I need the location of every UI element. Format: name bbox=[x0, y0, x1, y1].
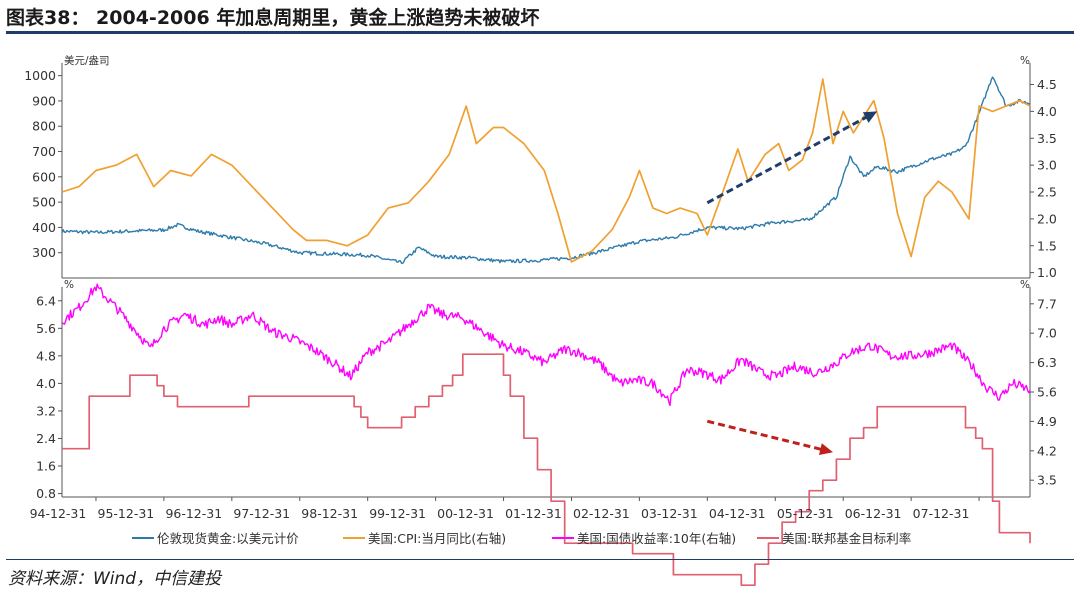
right-tick-label: 4.9 bbox=[1037, 414, 1057, 429]
x-tick-label: 03-12-31 bbox=[641, 506, 698, 521]
x-tick-label: 07-12-31 bbox=[913, 506, 970, 521]
x-tick-label: 97-12-31 bbox=[233, 506, 290, 521]
left-tick-label: 5.6 bbox=[36, 321, 56, 336]
right-tick-label: 3.5 bbox=[1037, 473, 1057, 488]
right-tick-label: 3.0 bbox=[1037, 158, 1057, 173]
legend-label: 美国:联邦基金目标利率 bbox=[782, 531, 911, 546]
trend-arrow-line bbox=[706, 419, 824, 452]
left-tick-label: 4.8 bbox=[36, 348, 56, 363]
trend-arrow-line bbox=[706, 114, 870, 205]
left-tick-label: 2.4 bbox=[36, 431, 56, 446]
trend-arrow-head bbox=[862, 111, 878, 123]
left-tick-label: 4.0 bbox=[36, 376, 56, 391]
left-tick-label: 1.6 bbox=[36, 459, 56, 474]
right-tick-label: 5.6 bbox=[1037, 385, 1057, 400]
source-divider bbox=[6, 559, 1074, 560]
right-axis-unit: % bbox=[1020, 279, 1030, 291]
legend: 伦敦现货黄金:以美元计价 美国:CPI:当月同比(右轴) 美国:国债收益率:10年(… bbox=[132, 531, 911, 546]
right-tick-label: 7.0 bbox=[1037, 326, 1057, 341]
x-tick-label: 05-12-31 bbox=[777, 506, 834, 521]
x-tick-label: 99-12-31 bbox=[369, 506, 426, 521]
series-line-2 bbox=[61, 78, 1031, 263]
left-axis-unit: % bbox=[64, 279, 74, 291]
right-tick-label: 4.5 bbox=[1037, 77, 1057, 92]
series-line-1 bbox=[61, 76, 1031, 264]
x-tick-label: 04-12-31 bbox=[709, 506, 766, 521]
right-tick-label: 2.0 bbox=[1037, 211, 1057, 226]
x-tick-label: 02-12-31 bbox=[573, 506, 630, 521]
right-tick-label: 1.0 bbox=[1037, 265, 1057, 280]
x-tick-label: 95-12-31 bbox=[98, 506, 155, 521]
right-tick-label: 4.0 bbox=[1037, 104, 1057, 119]
left-tick-label: 6.4 bbox=[36, 293, 56, 308]
series-line-3 bbox=[61, 283, 1031, 407]
bottom-panel: 6.4 5.6 4.8 4.0 3.2 2.4 1.6 0.8 7.7 7.0 6.3 5.6 4.9 4… bbox=[36, 279, 1057, 587]
right-axis-unit: % bbox=[1020, 55, 1030, 67]
left-tick-label: 0.8 bbox=[36, 486, 56, 501]
top-panel: 1000 900 800 700 600 500 400 300 4.5 4.0 3.5 3.0 2.5… bbox=[24, 54, 1057, 280]
left-tick-label: 800 bbox=[32, 119, 56, 134]
trend-arrow-head bbox=[818, 443, 834, 455]
left-tick-label: 3.2 bbox=[36, 403, 56, 418]
left-tick-label: 700 bbox=[32, 144, 56, 159]
left-tick-label: 400 bbox=[32, 220, 56, 235]
legend-label: 伦敦现货黄金:以美元计价 bbox=[157, 531, 299, 546]
source-note: 资料来源：Wind，中信建投 bbox=[8, 569, 222, 589]
right-tick-label: 4.2 bbox=[1037, 443, 1057, 458]
x-tick-label: 96-12-31 bbox=[165, 506, 222, 521]
left-tick-label: 300 bbox=[32, 245, 56, 260]
x-tick-label: 94-12-31 bbox=[30, 506, 87, 521]
chart-title: 图表38： 2004-2006 年加息周期里，黄金上涨趋势未被破坏 bbox=[6, 7, 540, 29]
series-line-4 bbox=[62, 353, 1031, 587]
left-tick-label: 500 bbox=[32, 195, 56, 210]
right-tick-label: 6.3 bbox=[1037, 355, 1057, 370]
title-divider bbox=[6, 31, 1074, 34]
x-axis: 94-12-31 95-12-31 96-12-31 97-12-31 98-12-31… bbox=[30, 497, 980, 521]
left-tick-label: 900 bbox=[32, 93, 56, 108]
x-tick-label: 98-12-31 bbox=[301, 506, 358, 521]
right-tick-label: 2.5 bbox=[1037, 185, 1057, 200]
right-tick-label: 1.5 bbox=[1037, 238, 1057, 253]
x-tick-label: 01-12-31 bbox=[505, 506, 562, 521]
x-tick-label: 06-12-31 bbox=[845, 506, 902, 521]
legend-label: 美国:CPI:当月同比(右轴) bbox=[368, 531, 506, 546]
left-axis-unit: 美元/盎司 bbox=[64, 54, 110, 67]
left-tick-label: 1000 bbox=[24, 68, 56, 83]
right-tick-label: 3.5 bbox=[1037, 131, 1057, 146]
legend-label: 美国:国债收益率:10年(右轴) bbox=[577, 531, 736, 546]
x-tick-label: 00-12-31 bbox=[437, 506, 494, 521]
right-tick-label: 7.7 bbox=[1037, 296, 1057, 311]
left-tick-label: 600 bbox=[32, 169, 56, 184]
